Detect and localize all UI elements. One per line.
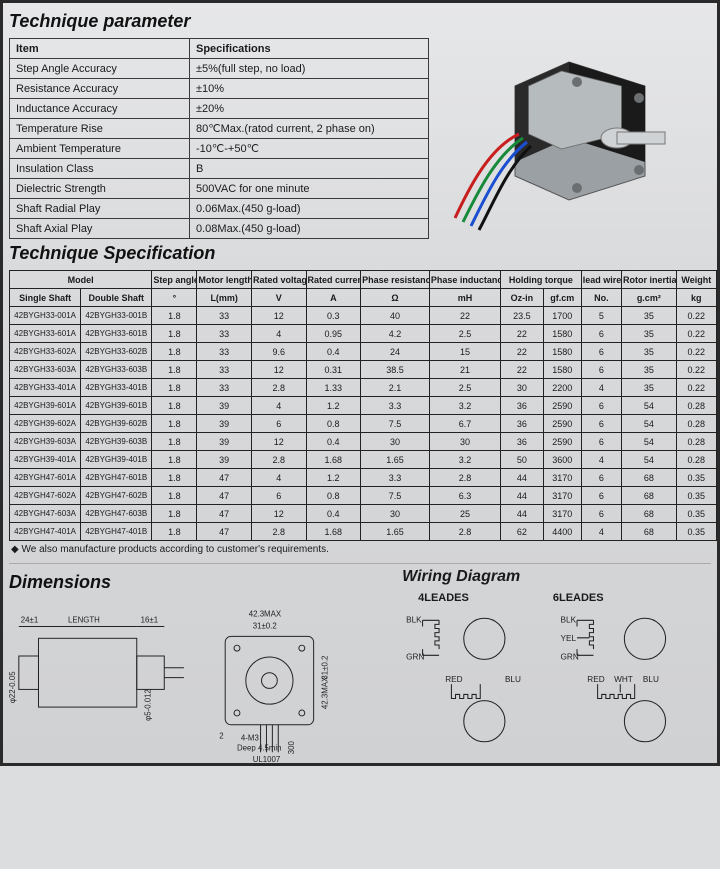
param-row: Shaft Axial Play0.08Max.(450 g-load) <box>10 219 429 239</box>
svg-text:31±0.2: 31±0.2 <box>320 656 329 680</box>
spec-header: Rotor inertia <box>622 271 677 289</box>
wiring-diagram: BLK GRN RED BLU BLK YEL GRN <box>402 610 711 754</box>
spec-row: 42BYGH47-603A42BYGH47-603B1.847120.43025… <box>10 505 717 523</box>
spec-row: 42BYGH33-602A42BYGH33-602B1.8339.60.4241… <box>10 343 717 361</box>
svg-text:24±1: 24±1 <box>21 616 38 625</box>
dimensions-drawing: LENGTH 24±1 16±1 φ22-0.05 φ5-0.012 <box>9 599 402 766</box>
spec-row: 42BYGH39-401A42BYGH39-401B1.8392.81.681.… <box>10 451 717 469</box>
svg-text:42.3MAX: 42.3MAX <box>249 610 282 619</box>
svg-text:RED: RED <box>587 675 604 684</box>
spec-row: 42BYGH33-001A42BYGH33-001B1.833120.34022… <box>10 307 717 325</box>
technique-specification-table: ModelStep angleMotor lengthRated voltage… <box>9 270 717 541</box>
heading-dimensions: Dimensions <box>9 572 402 593</box>
svg-text:BLK: BLK <box>561 615 577 624</box>
param-row: Ambient Temperature-10℃-+50℃ <box>10 139 429 159</box>
param-row: Temperature Rise80℃Max.(ratod current, 2… <box>10 119 429 139</box>
spec-row: 42BYGH39-602A42BYGH39-602B1.83960.87.56.… <box>10 415 717 433</box>
svg-text:BLU: BLU <box>643 675 659 684</box>
spec-header: Rated current <box>306 271 361 289</box>
param-header: Item <box>10 39 190 59</box>
spec-row: 42BYGH47-601A42BYGH47-601B1.84741.23.32.… <box>10 469 717 487</box>
svg-text:31±0.2: 31±0.2 <box>253 621 277 630</box>
svg-text:2: 2 <box>219 732 223 741</box>
svg-text:YEL: YEL <box>561 634 577 643</box>
param-row: Dielectric Strength500VAC for one minute <box>10 179 429 199</box>
spec-unit-header: ° <box>152 289 197 307</box>
spec-header: Phase resistance <box>361 271 430 289</box>
spec-row: 42BYGH33-401A42BYGH33-401B1.8332.81.332.… <box>10 379 717 397</box>
spec-header: Holding torque <box>501 271 582 289</box>
wiring-6-leads-label: 6LEADES <box>553 592 604 604</box>
spec-unit-header: Single Shaft <box>10 289 81 307</box>
spec-row: 42BYGH33-603A42BYGH33-603B1.833120.3138.… <box>10 361 717 379</box>
svg-text:AWG26: AWG26 <box>253 763 281 766</box>
spec-header: Step angle <box>152 271 197 289</box>
spec-row: 42BYGH47-401A42BYGH47-401B1.8472.81.681.… <box>10 523 717 541</box>
param-header: Specifications <box>190 39 429 59</box>
svg-text:LENGTH: LENGTH <box>68 616 100 625</box>
spec-row: 42BYGH47-602A42BYGH47-602B1.84760.87.56.… <box>10 487 717 505</box>
param-row: Insulation ClassB <box>10 159 429 179</box>
spec-unit-header: Oz-in <box>501 289 544 307</box>
svg-text:Deep 4.5min: Deep 4.5min <box>237 743 282 752</box>
spec-unit-header: Ω <box>361 289 430 307</box>
spec-unit-header: kg <box>676 289 716 307</box>
svg-text:φ22-0.05: φ22-0.05 <box>9 671 17 703</box>
svg-text:RED: RED <box>445 675 462 684</box>
spec-unit-header: L(mm) <box>197 289 252 307</box>
technique-parameter-table: ItemSpecifications Step Angle Accuracy±5… <box>9 38 429 239</box>
spec-unit-header: g.cm² <box>622 289 677 307</box>
param-row: Resistance Accuracy±10% <box>10 79 429 99</box>
svg-text:GRN: GRN <box>406 652 424 661</box>
svg-text:BLU: BLU <box>505 675 521 684</box>
svg-text:42.3MAX: 42.3MAX <box>320 676 329 709</box>
heading-wiring: Wiring Diagram <box>402 568 711 586</box>
spec-header: Model <box>10 271 152 289</box>
param-row: Inductance Accuracy±20% <box>10 99 429 119</box>
spec-header: Motor length <box>197 271 252 289</box>
spec-unit-header: V <box>251 289 306 307</box>
spec-header: Rated voltage <box>251 271 306 289</box>
heading-spec: Technique Specification <box>9 243 711 264</box>
svg-text:4-M3: 4-M3 <box>241 734 260 743</box>
param-row: Shaft Radial Play0.06Max.(450 g-load) <box>10 199 429 219</box>
spec-header: Weight <box>676 271 716 289</box>
param-row: Step Angle Accuracy±5%(full step, no loa… <box>10 59 429 79</box>
spec-header: lead wire <box>581 271 621 289</box>
spec-row: 42BYGH39-601A42BYGH39-601B1.83941.23.33.… <box>10 397 717 415</box>
spec-unit-header: gf.cm <box>543 289 581 307</box>
spec-unit-header: mH <box>429 289 500 307</box>
spec-unit-header: No. <box>581 289 621 307</box>
svg-text:GRN: GRN <box>561 652 579 661</box>
svg-text:WHT: WHT <box>614 675 633 684</box>
svg-text:φ5-0.012: φ5-0.012 <box>144 689 153 721</box>
footnote: ◆ We also manufacture products according… <box>11 544 709 555</box>
spec-unit-header: Double Shaft <box>81 289 152 307</box>
svg-text:BLK: BLK <box>406 615 422 624</box>
heading-param: Technique parameter <box>9 11 711 32</box>
spec-row: 42BYGH33-601A42BYGH33-601B1.83340.954.22… <box>10 325 717 343</box>
wiring-4-leads-label: 4LEADES <box>418 592 469 604</box>
svg-text:300: 300 <box>287 741 296 755</box>
motor-product-image <box>449 38 689 238</box>
spec-header: Phase inductance <box>429 271 500 289</box>
spec-unit-header: A <box>306 289 361 307</box>
svg-text:16±1: 16±1 <box>141 616 158 625</box>
spec-row: 42BYGH39-603A42BYGH39-603B1.839120.43030… <box>10 433 717 451</box>
